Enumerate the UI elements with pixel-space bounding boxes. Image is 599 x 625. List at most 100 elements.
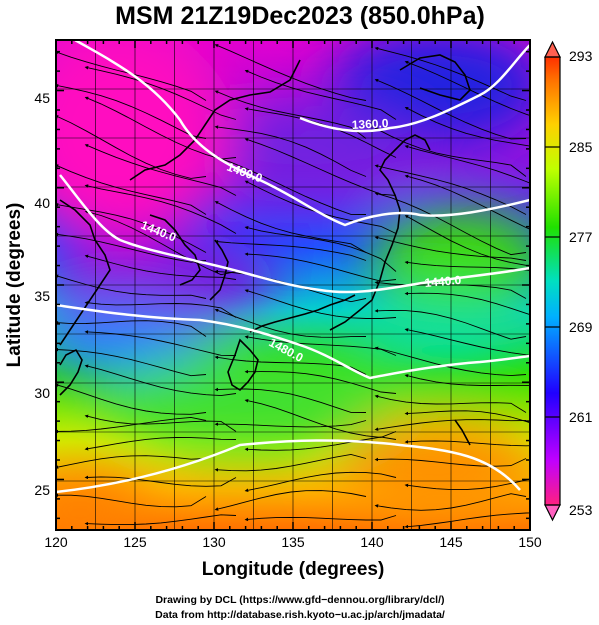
streamline [84,330,237,356]
contour-1360 [299,44,530,133]
x-axis: 120 125 130 135 140 145 150 Longitude (d… [44,40,542,580]
streamline [404,440,530,447]
streamline [244,335,397,356]
contour-label-1: 1360.0 [351,116,389,132]
y-tick-label: 25 [34,482,50,498]
colorbar-label: 285 [569,139,593,155]
colorbar-label: 253 [569,502,593,518]
streamline [404,328,530,356]
x-tick-label: 125 [123,534,147,550]
map-title: MSM 21Z19Dec2023 (850.0hPa) [115,2,485,30]
x-axis-ticks [55,40,531,530]
contour-1480 [56,303,530,380]
streamline [404,260,530,271]
streamline [244,515,397,522]
streamline [84,184,237,234]
warm-southeast-blob [340,420,530,520]
colorbar-tick-marks [545,146,560,418]
y-axis-tick-labels: 25 30 35 40 45 [34,90,50,498]
streamline [56,416,207,434]
streamline [244,69,397,120]
streamline [56,83,207,139]
colorbar-label: 277 [569,229,593,245]
streamline [84,254,237,280]
streamline [84,414,237,432]
y-axis: 25 30 35 40 45 Latitude (degrees) [4,50,530,520]
colorbar-tick-labels: 293 285 277 269 261 253 [569,48,593,518]
streamline [244,436,397,452]
streamline [404,174,530,230]
streamline [56,274,207,299]
streamline [84,514,237,526]
colorbar-label: 293 [569,48,593,64]
colorbar-frame [544,56,561,506]
streamline [84,66,237,120]
x-tick-label: 135 [281,534,305,550]
coastline [149,214,201,286]
contour-1400 [74,40,530,227]
purple-band-blob [56,235,280,325]
streamline [404,374,530,387]
coastline [59,199,111,346]
streamline [214,155,367,215]
streamline [244,138,397,196]
height-contours [56,40,530,494]
streamline [214,90,367,139]
streamline [214,125,367,177]
colorbar: 293 285 277 269 261 253 [544,40,593,522]
contour-label-4: 1440.0 [424,273,462,290]
streamline [56,493,207,508]
streamline [404,145,530,184]
streamline [84,301,237,318]
streamline [214,453,367,472]
coastline [329,134,431,331]
green-south-blob [100,350,400,450]
streamline [404,410,530,424]
coastline [454,419,471,446]
x-tick-label: 140 [360,534,384,550]
y-tick-label: 35 [34,288,50,304]
streamline [214,355,367,375]
x-tick-label: 150 [518,534,542,550]
streamline [56,164,207,215]
streamline [56,232,207,263]
streamline [84,210,237,276]
coastline [59,348,83,396]
x-tick-label: 120 [44,534,68,550]
streamline [84,475,237,487]
cold-pool-blob [180,105,420,195]
cyan-east-blob [360,300,520,360]
credit-data: Data from http://database.rish.kyoto−u.a… [155,609,445,621]
streamline [56,320,207,337]
colorbar-bottom-triangle [544,504,561,522]
colorbar-top-triangle [544,40,561,58]
colorbar-label: 261 [569,409,593,425]
x-tick-label: 145 [439,534,463,550]
streamline [404,291,530,316]
y-tick-label: 30 [34,385,50,401]
streamline [404,478,530,491]
y-axis-ticks [56,50,530,520]
coastline [129,59,301,181]
contour-1520 [56,439,521,494]
streamline [244,289,397,319]
y-tick-label: 40 [34,195,50,211]
streamline [404,512,530,529]
streamline [84,437,237,451]
x-axis-title: Longitude (degrees) [202,559,385,580]
streamline [244,226,397,272]
streamline [214,490,367,511]
colorbar-label: 269 [569,319,593,335]
streamline [84,96,237,160]
streamline [244,399,397,438]
x-tick-label: 130 [202,534,226,550]
streamline [244,369,397,394]
streamline [404,107,530,147]
coastlines [59,54,471,446]
x-axis-tick-labels: 120 125 130 135 140 145 150 [44,534,542,550]
streamline [214,239,367,261]
streamline [84,364,237,397]
streamline [244,471,397,493]
coastline [399,54,471,101]
